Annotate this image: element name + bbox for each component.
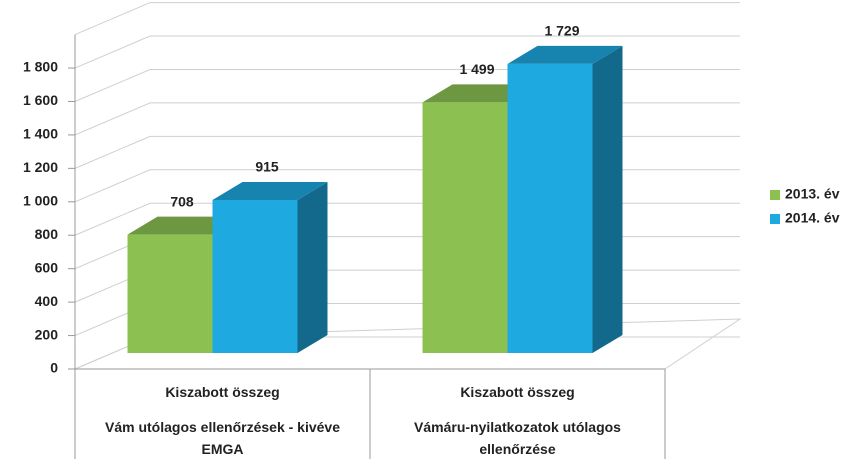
- data-label: 915: [255, 159, 279, 175]
- bar-side: [297, 182, 328, 353]
- bar-side: [592, 45, 623, 354]
- y-tick-label: 400: [35, 293, 59, 309]
- grid-line: [74, 35, 740, 69]
- legend-swatch: [770, 214, 780, 224]
- y-tick-label: 1 600: [23, 92, 58, 108]
- category-group-label: Vámáru-nyilatkozatok utólagos ellenőrzés…: [414, 419, 621, 457]
- grid-line: [74, 102, 740, 136]
- grid-line: [74, 68, 740, 102]
- data-label: 1 499: [459, 61, 494, 77]
- y-tick-label: 800: [35, 226, 59, 242]
- y-tick-label: 600: [35, 259, 59, 275]
- data-label: 708: [170, 193, 194, 209]
- bar-top: [507, 45, 623, 64]
- data-label: 1 729: [544, 23, 579, 39]
- bar: [422, 102, 508, 353]
- y-tick-label: 1 800: [23, 59, 58, 75]
- y-tick-label: 1 000: [23, 193, 58, 209]
- bar-top: [212, 182, 328, 201]
- y-tick-label: 1 200: [23, 159, 58, 175]
- y-tick-label: 1 400: [23, 126, 58, 142]
- legend-swatch: [770, 190, 780, 200]
- legend-label: 2013. év: [785, 186, 840, 202]
- category-group-label: Vám utólagos ellenőrzések - kivéve EMGA: [105, 419, 340, 457]
- legend-label: 2014. év: [785, 210, 840, 226]
- bar: [127, 234, 213, 353]
- grid-line: [74, 135, 740, 169]
- grid-line: [74, 2, 740, 36]
- y-tick-label: 0: [50, 360, 58, 376]
- bar: [212, 200, 298, 353]
- bar: [507, 63, 593, 354]
- y-tick-label: 200: [35, 326, 59, 342]
- x-tick-label: Kiszabott összeg: [165, 384, 280, 400]
- x-tick-label: Kiszabott összeg: [460, 384, 575, 400]
